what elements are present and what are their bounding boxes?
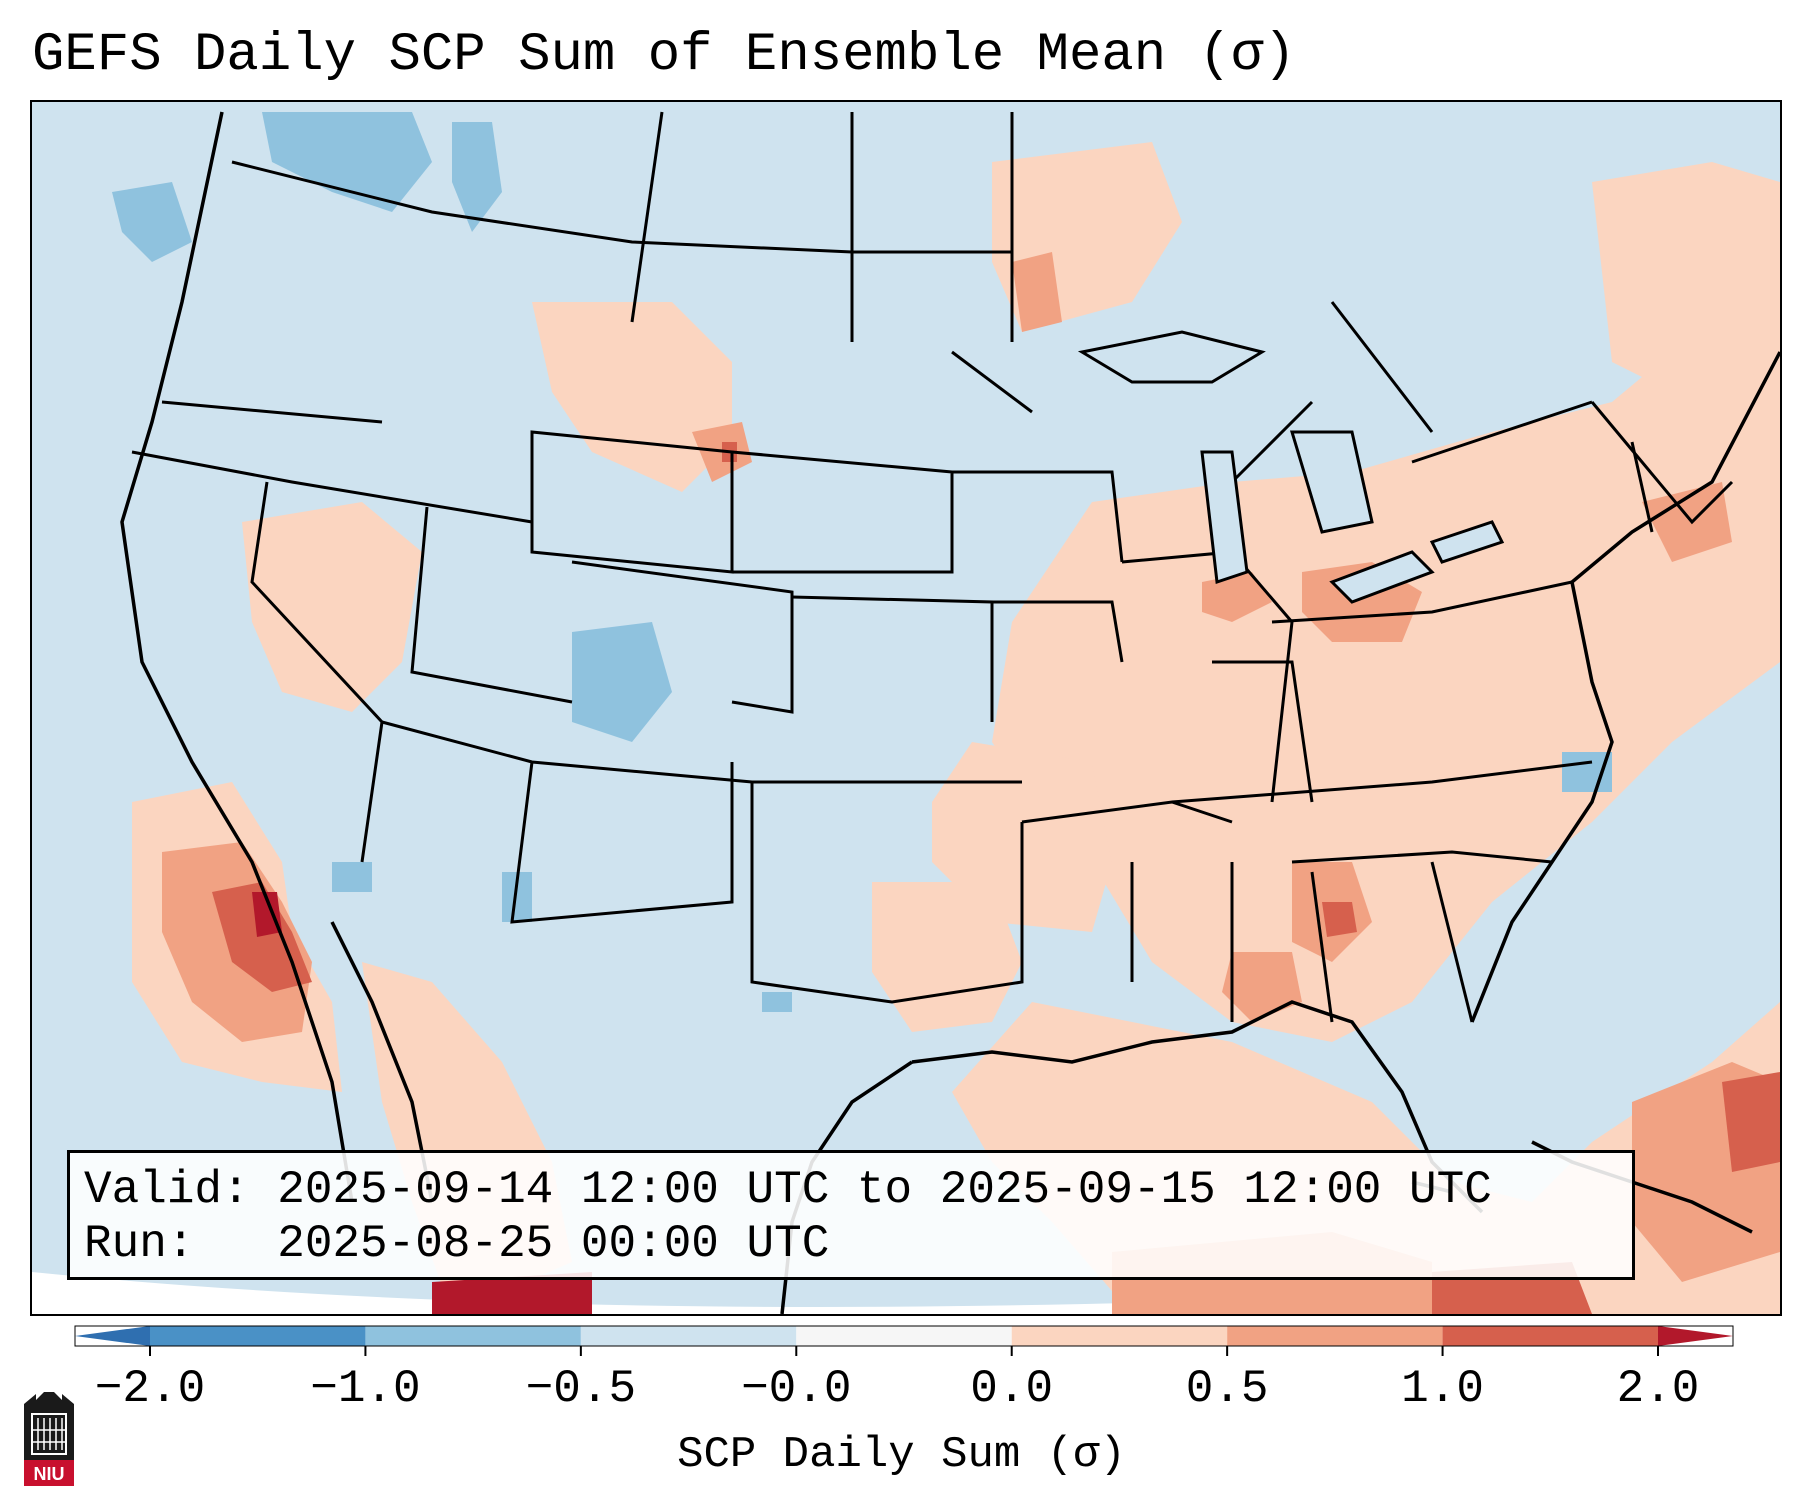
- colorbar-tick-label: 1.0: [1401, 1363, 1484, 1415]
- colorbar-bin: [796, 1326, 1012, 1346]
- map-title: GEFS Daily SCP Sum of Ensemble Mean (σ): [32, 25, 1296, 86]
- colorbar-label: SCP Daily Sum (σ): [677, 1430, 1126, 1480]
- valid-run-info-box: Valid: 2025-09-14 12:00 UTC to 2025-09-1…: [67, 1150, 1635, 1280]
- colorbar-tick-label: 0.5: [1185, 1363, 1269, 1415]
- colorbar-svg: [74, 1325, 1734, 1356]
- colorbar-bin: [1442, 1326, 1658, 1346]
- map-panel: [30, 100, 1782, 1316]
- colorbar-bin: [580, 1326, 797, 1346]
- great-lakes: [1077, 330, 1505, 604]
- positive-extreme-patches: [252, 892, 592, 1314]
- colorbar-bin: [1011, 1326, 1228, 1346]
- negative-patches: [112, 112, 1612, 1012]
- colorbar-tick-label: 2.0: [1616, 1363, 1700, 1415]
- boundary-lines: [131, 111, 1734, 1023]
- colorbar-extend-high: [1658, 1326, 1733, 1346]
- colorbar-tick-label: −0.0: [741, 1363, 852, 1415]
- positive-strong-patches: [212, 442, 1780, 1314]
- colorbar-bin: [150, 1326, 366, 1346]
- map-svg: [32, 102, 1780, 1314]
- colorbar: −2.0 −1.0 −0.5 −0.0 0.0 0.5 1.0 2.0 SCP Daily S…: [0, 1316, 1803, 1506]
- colorbar-bin: [365, 1326, 581, 1346]
- colorbar-bin: [1227, 1326, 1443, 1346]
- niu-logo: NIU: [24, 1392, 74, 1486]
- colorbar-tick-label: −2.0: [94, 1363, 206, 1415]
- colorbar-tick-label: −0.5: [525, 1363, 637, 1415]
- colorbar-extend-low: [75, 1326, 150, 1346]
- colorbar-tick-label: −1.0: [310, 1363, 421, 1415]
- run-time-text: Run: 2025-08-25 00:00 UTC: [84, 1218, 830, 1270]
- svg-text:NIU: NIU: [34, 1464, 65, 1484]
- colorbar-tick-label: 0.0: [970, 1363, 1054, 1415]
- valid-time-text: Valid: 2025-09-14 12:00 UTC to 2025-09-1…: [84, 1164, 1492, 1216]
- colorbar-outline: [74, 1325, 1734, 1347]
